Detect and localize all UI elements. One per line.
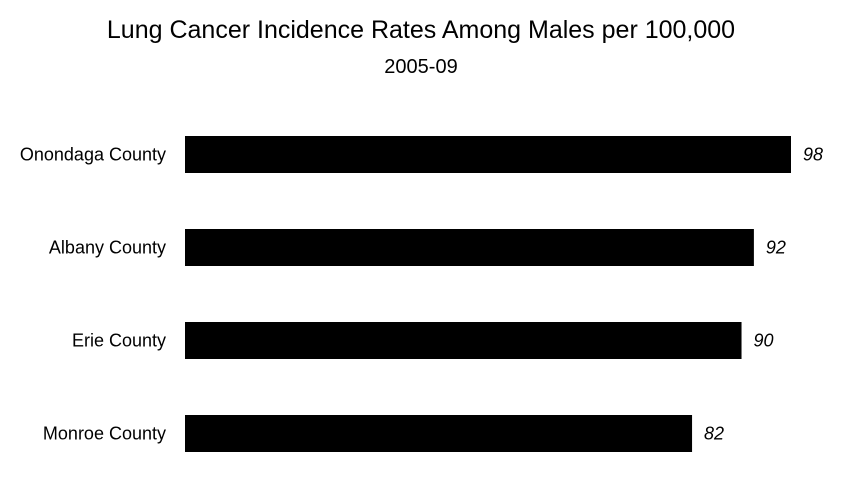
bar [185, 136, 791, 173]
bar [185, 322, 742, 359]
chart-title: Lung Cancer Incidence Rates Among Males … [106, 16, 736, 44]
category-label: Monroe County [43, 424, 166, 444]
data-label: 92 [766, 238, 786, 258]
category-label: Albany County [49, 238, 166, 258]
data-label: 98 [803, 145, 823, 165]
data-label: 90 [754, 331, 774, 351]
chart-subtitle: 2005-09 [384, 56, 458, 78]
bar [185, 415, 693, 452]
bar [185, 229, 754, 266]
category-label: Onondaga County [20, 145, 166, 165]
data-label: 82 [704, 424, 724, 444]
category-label: Erie County [72, 331, 166, 351]
